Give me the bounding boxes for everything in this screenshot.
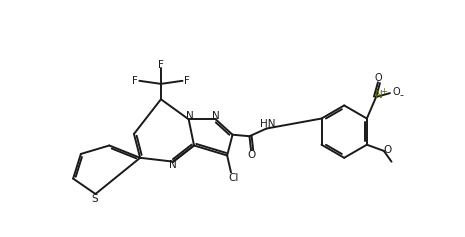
Text: O: O [384,145,392,155]
Text: N: N [212,111,219,121]
Text: Cl: Cl [228,173,239,183]
Text: N: N [186,111,194,121]
Text: F: F [184,76,190,86]
Text: HN: HN [260,119,276,129]
Text: F: F [132,76,138,86]
Text: O: O [248,150,256,160]
Text: +: + [380,87,387,96]
Text: N: N [374,91,382,100]
Text: -: - [399,91,404,100]
Text: S: S [92,194,98,204]
Text: N: N [169,160,177,170]
Text: O: O [375,73,382,83]
Text: O: O [392,87,400,97]
Text: F: F [158,60,164,70]
